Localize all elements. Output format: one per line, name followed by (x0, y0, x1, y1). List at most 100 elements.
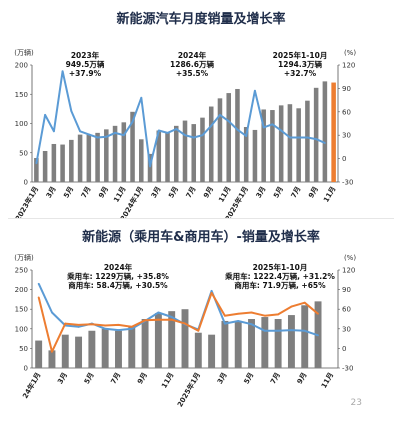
line-point (263, 314, 266, 317)
bar (86, 134, 92, 182)
annotation-total: 1294.3万辆 (278, 59, 322, 69)
x-tick-label: 3月 (45, 185, 58, 199)
line-point (35, 162, 38, 165)
bar (42, 150, 48, 182)
bar (287, 104, 293, 182)
line-point (184, 322, 186, 325)
annotation-commercial: 商用车: 58.4万辆, +30.5% (68, 280, 168, 290)
x-tick-label: 9月 (136, 371, 149, 385)
left-axis-unit: (万辆) (14, 253, 34, 262)
bar (112, 125, 118, 182)
bar (191, 124, 197, 182)
annotation-growth: +35.5% (176, 69, 209, 78)
bar (77, 134, 83, 182)
x-tick-label: 11月 (160, 371, 175, 390)
x-tick-label: 11月 (322, 185, 337, 204)
chart-title-nev-monthly: 新能源汽车月度销量及增长率 (116, 12, 286, 27)
bar (139, 139, 144, 182)
right-tick-label: 90 (342, 286, 351, 294)
bar (104, 129, 109, 182)
line-point (64, 322, 67, 325)
chart-passenger-commercial: (万辆) (%) 0 50 100 150 200 250 -30 0 30 60 90 120 24年1月… (14, 253, 356, 408)
x-tick-label: 3月 (56, 371, 69, 385)
right-axis-unit: (%) (344, 254, 356, 262)
left-tick-label: 50 (19, 345, 28, 353)
bar (274, 319, 282, 368)
annotation-year: 2025年1-10月 (273, 50, 328, 60)
bar (194, 332, 202, 368)
line-point (175, 128, 178, 130)
line-point (157, 129, 160, 132)
growth-line-2 (37, 291, 319, 353)
right-tick-label: 120 (342, 62, 355, 70)
bar (235, 88, 240, 182)
bar (296, 108, 301, 182)
line-point (44, 114, 47, 116)
growth-line-2 (35, 70, 326, 168)
left-tick-label: 200 (15, 286, 28, 294)
bar (261, 317, 269, 368)
annotation-total: 1286.6万辆 (170, 59, 214, 69)
bar (61, 334, 69, 368)
x-tick-label: 9月 (307, 185, 320, 199)
left-tick-label: 100 (15, 120, 28, 128)
line-point (250, 323, 253, 326)
right-tick-label: 30 (342, 325, 351, 333)
bar (60, 144, 65, 182)
x-tick-label: 3月 (255, 185, 268, 199)
line-point (105, 135, 108, 138)
line-point (237, 312, 240, 315)
line-point (262, 126, 265, 129)
line-point (227, 120, 230, 123)
bar (95, 132, 100, 182)
bar (69, 139, 74, 182)
right-tick-label: -30 (342, 365, 353, 373)
line-point (157, 311, 160, 314)
bar (168, 311, 176, 368)
x-tick-label: 3月 (150, 185, 163, 199)
bar (130, 111, 135, 182)
annotation-year: 2024年 (104, 262, 133, 272)
left-axis-unit: (万辆) (14, 48, 34, 57)
line-point (210, 291, 213, 294)
line-point (104, 327, 107, 330)
bar (278, 105, 284, 182)
line-point (157, 318, 160, 321)
line-point (117, 323, 120, 326)
line-point (51, 311, 53, 314)
line-point (144, 319, 146, 322)
annotation-growth: +37.9% (69, 69, 102, 78)
bar (200, 117, 205, 182)
chart-divider (8, 218, 394, 219)
right-tick-label: 90 (342, 85, 351, 93)
x-tick-label: 11月 (217, 185, 232, 204)
line-point (37, 282, 40, 285)
bar (35, 340, 43, 368)
left-tick-label: 50 (19, 149, 28, 157)
annotation-growth: +32.7% (284, 69, 317, 78)
right-tick-label: 30 (342, 132, 351, 140)
right-axis-unit: (%) (344, 49, 356, 57)
bar (154, 313, 162, 368)
annotation-year: 2023年 (71, 50, 100, 60)
line-point (114, 131, 116, 134)
line-point (254, 89, 256, 92)
left-tick-label: 150 (15, 91, 28, 99)
bar (252, 129, 258, 182)
line-point (96, 136, 99, 139)
left-tick-label: 100 (15, 325, 28, 333)
right-tick-label: 0 (342, 155, 346, 163)
line-point (224, 314, 226, 317)
x-tick-label: 5月 (62, 185, 75, 199)
right-tick-label: 60 (342, 108, 351, 116)
right-tick-label: 120 (342, 267, 355, 275)
line-point (52, 130, 55, 133)
right-tick-label: -30 (342, 179, 353, 187)
bar (128, 326, 136, 368)
line-point (277, 313, 280, 316)
line-point (51, 350, 53, 353)
right-tick-label: 0 (342, 345, 346, 353)
line-point (170, 316, 173, 318)
line-point (140, 96, 143, 99)
